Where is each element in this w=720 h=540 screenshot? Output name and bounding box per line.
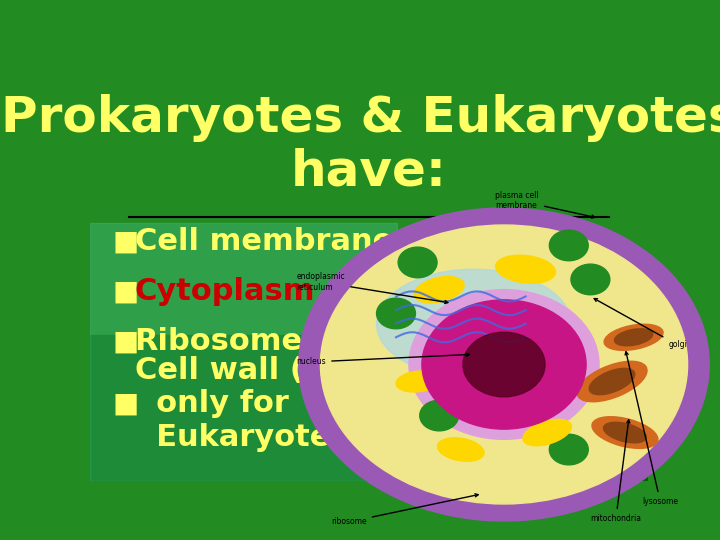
Text: ■: ■ xyxy=(112,327,138,355)
Ellipse shape xyxy=(614,329,653,346)
Text: ribosome: ribosome xyxy=(331,494,478,526)
Text: endoplasmic
reticulum: endoplasmic reticulum xyxy=(297,272,448,303)
Ellipse shape xyxy=(299,208,709,521)
Ellipse shape xyxy=(377,269,571,378)
Ellipse shape xyxy=(438,438,484,461)
Ellipse shape xyxy=(603,422,647,443)
Text: ■: ■ xyxy=(112,278,138,306)
Text: golgi: golgi xyxy=(594,299,687,349)
Circle shape xyxy=(463,332,545,397)
Circle shape xyxy=(398,247,437,278)
Text: Cytoplasm: Cytoplasm xyxy=(135,277,315,306)
Ellipse shape xyxy=(577,361,647,402)
Circle shape xyxy=(549,434,588,465)
Ellipse shape xyxy=(523,420,572,446)
Bar xyxy=(90,335,648,481)
Text: lysosome: lysosome xyxy=(625,352,678,506)
Text: Prokaryotes & Eukaryotes: Prokaryotes & Eukaryotes xyxy=(1,94,720,142)
Ellipse shape xyxy=(592,417,658,448)
Text: Cell wall (plants
  only for
  Eukaryotes): Cell wall (plants only for Eukaryotes) xyxy=(135,355,411,452)
Circle shape xyxy=(409,289,599,440)
Text: have:: have: xyxy=(291,148,447,196)
Text: mitochondria: mitochondria xyxy=(590,420,642,523)
Circle shape xyxy=(571,264,610,295)
Ellipse shape xyxy=(495,255,556,284)
Ellipse shape xyxy=(320,225,688,504)
Circle shape xyxy=(422,300,586,429)
Circle shape xyxy=(377,298,415,329)
Ellipse shape xyxy=(414,276,464,303)
Text: Cell membrane: Cell membrane xyxy=(135,227,393,256)
Bar xyxy=(90,65,648,335)
Text: nucleus: nucleus xyxy=(297,353,469,367)
Text: ■: ■ xyxy=(112,390,138,417)
Text: plasma cell
membrane: plasma cell membrane xyxy=(495,191,595,218)
Bar xyxy=(90,223,397,481)
Circle shape xyxy=(549,230,588,261)
Ellipse shape xyxy=(396,371,439,392)
Text: Ribosomes: Ribosomes xyxy=(135,327,321,356)
Ellipse shape xyxy=(604,324,663,350)
Text: ■: ■ xyxy=(112,227,138,255)
Ellipse shape xyxy=(589,368,635,395)
Circle shape xyxy=(420,400,459,431)
